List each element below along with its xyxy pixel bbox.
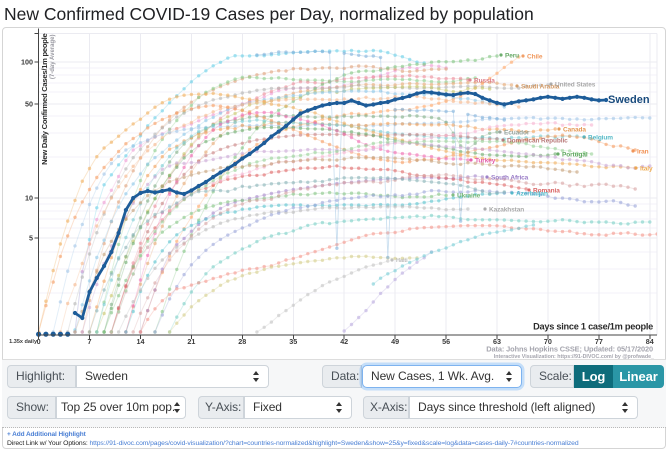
svg-text:United States: United States (555, 82, 596, 89)
svg-text:1.35x daily: 1.35x daily (9, 339, 38, 345)
svg-text:Data: Johns Hopkins CSSE; Upda: Data: Johns Hopkins CSSE; Updated: 05/17… (486, 345, 653, 354)
svg-text:Kazakhstan: Kazakhstan (489, 207, 524, 214)
svg-text:10: 10 (25, 194, 33, 203)
svg-text:77: 77 (595, 337, 603, 346)
svg-text:New Daily Confirmed Cases/1m p: New Daily Confirmed Cases/1m people (40, 33, 49, 164)
svg-text:Turkey: Turkey (475, 158, 496, 165)
svg-text:Portugal: Portugal (562, 152, 588, 159)
svg-text:Dominican Republic: Dominican Republic (507, 138, 568, 145)
svg-text:Interactive Visualization: htt: Interactive Visualization: https://91-DI… (494, 354, 654, 359)
svg-text:Romania: Romania (533, 188, 560, 195)
svg-text:Sweden: Sweden (608, 94, 650, 106)
svg-text:7: 7 (88, 337, 92, 346)
svg-text:Chile: Chile (527, 54, 543, 61)
svg-text:(7-day Average): (7-day Average) (50, 35, 56, 80)
svg-text:28: 28 (238, 337, 246, 346)
svg-text:Italy: Italy (640, 166, 653, 173)
svg-text:Canada: Canada (563, 127, 586, 134)
svg-text:56: 56 (442, 337, 450, 346)
svg-text:42: 42 (340, 337, 348, 346)
svg-text:Russia: Russia (474, 78, 495, 85)
svg-text:Haiti: Haiti (396, 258, 408, 264)
svg-text:Saudi Arabia: Saudi Arabia (521, 84, 560, 91)
svg-text:70: 70 (544, 337, 552, 346)
svg-text:Iran: Iran (637, 149, 649, 156)
svg-text:14: 14 (137, 337, 145, 346)
svg-text:100: 100 (21, 58, 33, 67)
svg-text:5: 5 (29, 234, 33, 243)
svg-text:Peru: Peru (505, 53, 519, 60)
svg-text:50: 50 (25, 100, 33, 109)
svg-text:Ukraine: Ukraine (457, 193, 481, 200)
svg-text:Ecuador: Ecuador (504, 130, 530, 137)
svg-text:Days since 1 case/1m people: Days since 1 case/1m people (533, 322, 653, 332)
svg-text:63: 63 (493, 337, 501, 346)
svg-text:Azerbaijan: Azerbaijan (516, 191, 548, 198)
svg-text:21: 21 (187, 337, 195, 346)
svg-text:0: 0 (37, 337, 41, 346)
svg-text:35: 35 (289, 337, 297, 346)
svg-text:84: 84 (646, 337, 654, 346)
svg-text:49: 49 (391, 337, 399, 346)
svg-text:South Africa: South Africa (491, 175, 529, 182)
svg-text:Belgium: Belgium (588, 135, 613, 142)
